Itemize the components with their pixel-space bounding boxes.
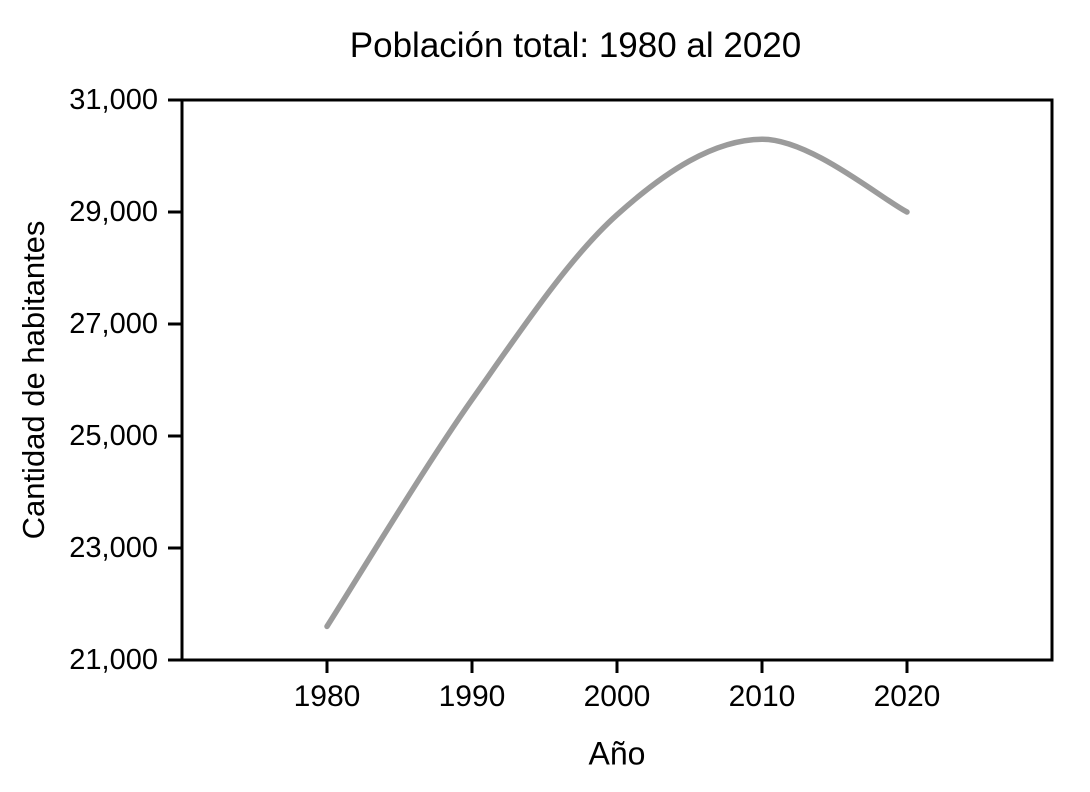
population-line (324, 136, 910, 630)
y-tick-label: 29,000 (69, 196, 158, 228)
chart-title: Población total: 1980 al 2020 (349, 26, 802, 65)
x-tick-label: 2010 (728, 680, 796, 713)
y-tick-label: 27,000 (69, 308, 158, 340)
x-tick-label: 1990 (438, 680, 506, 713)
x-axis-label: Año (588, 735, 646, 772)
y-tick-label: 23,000 (69, 532, 158, 564)
x-tick-label: 1980 (293, 680, 361, 713)
y-tick-label: 31,000 (69, 84, 158, 116)
y-tick-label: 21,000 (69, 644, 158, 676)
y-tick-label: 25,000 (69, 420, 158, 452)
plot-border (180, 98, 1054, 662)
x-tick-label: 2020 (873, 680, 941, 713)
x-tick-label: 2000 (583, 680, 651, 713)
